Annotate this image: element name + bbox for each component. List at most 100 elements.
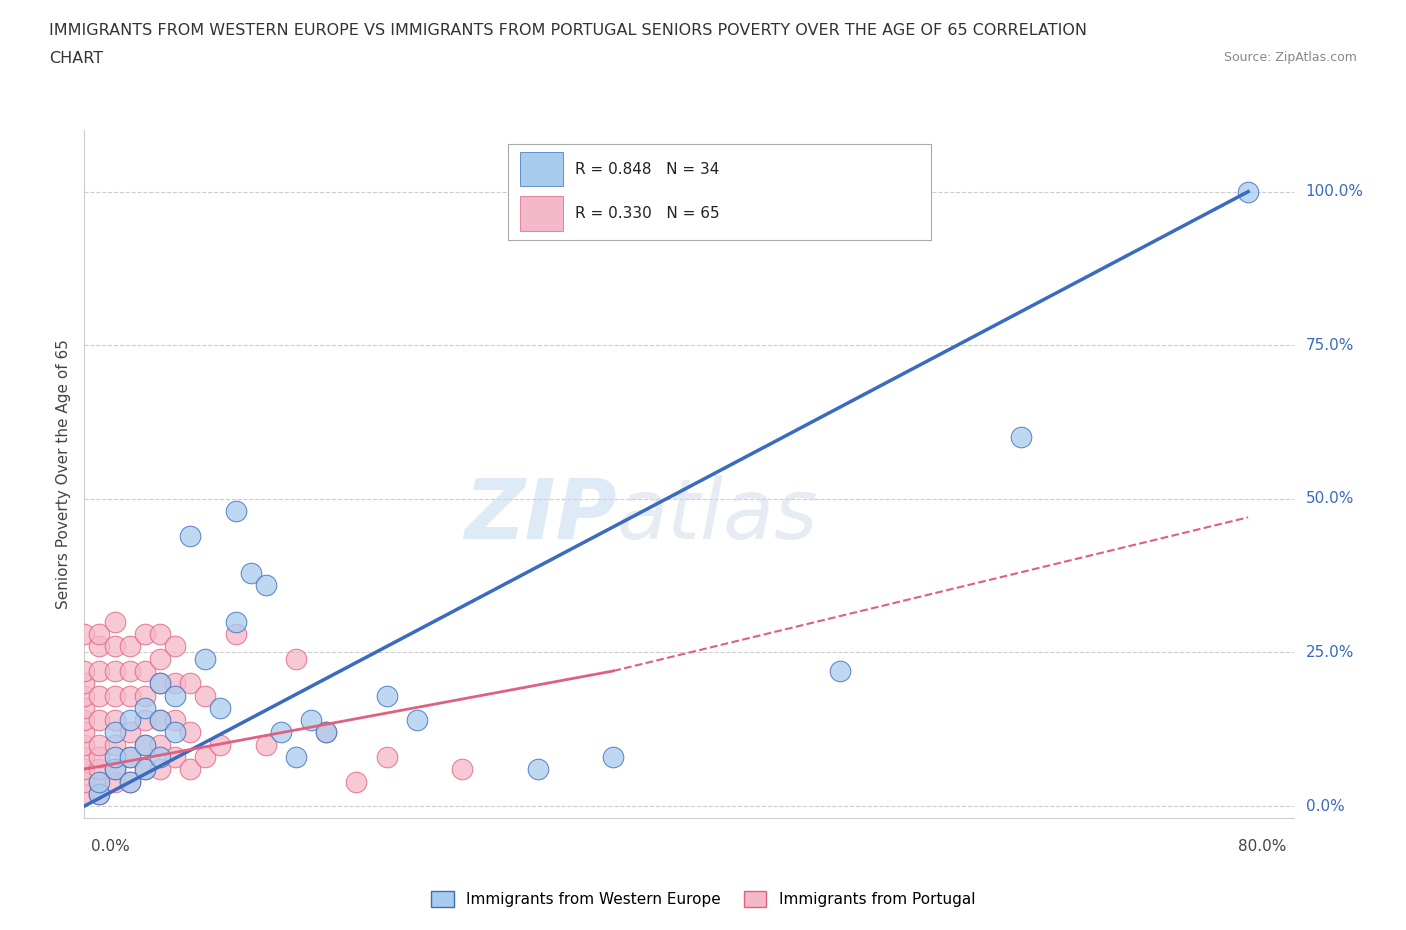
Point — [149, 712, 172, 727]
Point — [194, 688, 217, 703]
Point — [73, 627, 96, 642]
Point — [149, 651, 172, 666]
Point — [254, 737, 277, 752]
Point — [73, 750, 96, 764]
Point — [134, 737, 156, 752]
Point — [163, 725, 186, 740]
Point — [225, 615, 247, 630]
Text: 100.0%: 100.0% — [1306, 184, 1364, 199]
Point — [134, 762, 156, 777]
Point — [225, 627, 247, 642]
Point — [118, 639, 141, 654]
Point — [375, 688, 398, 703]
Point — [118, 725, 141, 740]
Point — [73, 725, 96, 740]
Point — [194, 651, 217, 666]
Point — [179, 725, 201, 740]
Point — [73, 774, 96, 789]
Text: atlas: atlas — [616, 475, 818, 556]
Point — [89, 712, 111, 727]
Point — [89, 663, 111, 678]
Point — [1237, 184, 1260, 199]
Point — [134, 688, 156, 703]
Point — [73, 676, 96, 691]
Point — [526, 762, 548, 777]
Point — [104, 750, 127, 764]
Point — [830, 663, 852, 678]
Point — [149, 627, 172, 642]
Point — [134, 762, 156, 777]
Point — [104, 762, 127, 777]
Text: 0.0%: 0.0% — [91, 839, 131, 854]
Point — [602, 750, 624, 764]
Point — [104, 762, 127, 777]
Text: Source: ZipAtlas.com: Source: ZipAtlas.com — [1223, 51, 1357, 64]
Point — [89, 787, 111, 802]
Point — [299, 712, 322, 727]
Point — [163, 676, 186, 691]
Point — [73, 787, 96, 802]
Point — [149, 676, 172, 691]
Point — [254, 578, 277, 592]
Point — [315, 725, 337, 740]
Text: 75.0%: 75.0% — [1306, 338, 1354, 352]
Point — [73, 712, 96, 727]
Point — [406, 712, 429, 727]
Text: 0.0%: 0.0% — [1306, 799, 1344, 814]
Point — [134, 737, 156, 752]
Text: CHART: CHART — [49, 51, 103, 66]
Point — [149, 712, 172, 727]
Point — [134, 663, 156, 678]
Y-axis label: Seniors Poverty Over the Age of 65: Seniors Poverty Over the Age of 65 — [56, 339, 72, 609]
Point — [134, 700, 156, 715]
Text: 80.0%: 80.0% — [1239, 839, 1286, 854]
Point — [284, 651, 308, 666]
Text: IMMIGRANTS FROM WESTERN EUROPE VS IMMIGRANTS FROM PORTUGAL SENIORS POVERTY OVER : IMMIGRANTS FROM WESTERN EUROPE VS IMMIGR… — [49, 23, 1087, 38]
Point — [194, 750, 217, 764]
Point — [118, 688, 141, 703]
Point — [89, 787, 111, 802]
Text: 50.0%: 50.0% — [1306, 491, 1354, 506]
Point — [89, 774, 111, 789]
Point — [239, 565, 262, 580]
Point — [134, 712, 156, 727]
Point — [179, 528, 201, 543]
Point — [1010, 430, 1032, 445]
Point — [73, 700, 96, 715]
Point — [209, 700, 232, 715]
Point — [163, 750, 186, 764]
Point — [315, 725, 337, 740]
Point — [179, 762, 201, 777]
Point — [73, 688, 96, 703]
Point — [149, 750, 172, 764]
Point — [104, 725, 127, 740]
Point — [118, 750, 141, 764]
Point — [149, 737, 172, 752]
Point — [118, 750, 141, 764]
Point — [118, 663, 141, 678]
Point — [149, 762, 172, 777]
Point — [104, 663, 127, 678]
Point — [163, 639, 186, 654]
Point — [89, 774, 111, 789]
Legend: Immigrants from Western Europe, Immigrants from Portugal: Immigrants from Western Europe, Immigran… — [425, 884, 981, 913]
Point — [346, 774, 368, 789]
Point — [209, 737, 232, 752]
Point — [375, 750, 398, 764]
Point — [89, 627, 111, 642]
Point — [134, 627, 156, 642]
Point — [104, 615, 127, 630]
Text: ZIP: ZIP — [464, 475, 616, 556]
Point — [163, 688, 186, 703]
Point — [118, 774, 141, 789]
Point — [104, 737, 127, 752]
Point — [89, 737, 111, 752]
Point — [163, 712, 186, 727]
Point — [104, 774, 127, 789]
Point — [89, 750, 111, 764]
Point — [118, 774, 141, 789]
Text: 25.0%: 25.0% — [1306, 645, 1354, 660]
Point — [89, 762, 111, 777]
Point — [73, 663, 96, 678]
Point — [73, 737, 96, 752]
